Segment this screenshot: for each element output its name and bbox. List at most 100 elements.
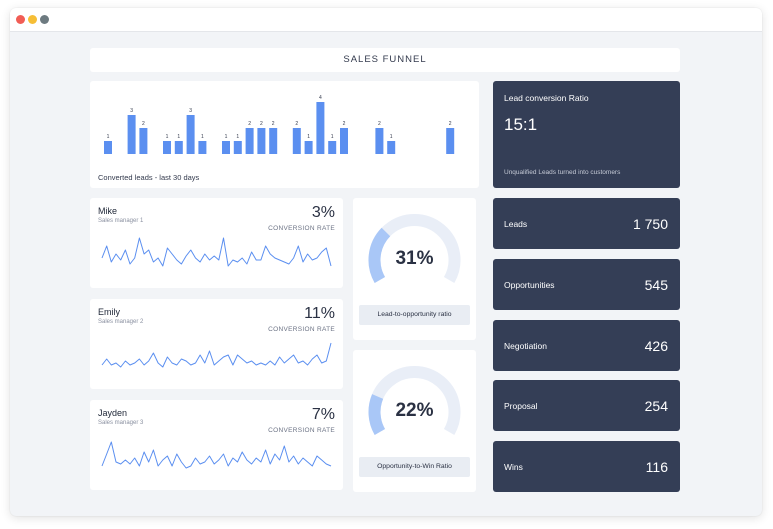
bar-7	[174, 141, 183, 154]
bar-25	[387, 141, 396, 154]
bar-15	[269, 128, 278, 154]
bar-20	[328, 141, 337, 154]
kpi-value: 545	[644, 277, 668, 293]
bar-30	[446, 128, 455, 154]
gauge-fill	[368, 394, 386, 435]
minimize-window-button[interactable]	[28, 15, 37, 24]
bar-data-label: 2	[272, 121, 275, 127]
sparkline-chart	[101, 342, 332, 368]
conversion-rate-label: CONVERSION RATE	[268, 225, 335, 232]
person-card-mike: Mike Sales manager 1 3% CONVERSION RATE	[90, 198, 343, 288]
lead-conversion-ratio-card: Lead conversion Ratio 15:1 Unqualified L…	[493, 81, 680, 188]
window-titlebar	[10, 8, 762, 32]
person-role: Sales manager 1	[98, 218, 144, 224]
bar-11	[222, 141, 230, 154]
bar-21	[340, 128, 348, 154]
sparkline-path	[101, 441, 332, 469]
bar-data-label: 1	[201, 134, 204, 140]
bar-12	[233, 141, 242, 154]
sparkline-chart	[101, 237, 332, 267]
bar-data-label: 1	[307, 134, 310, 140]
conversion-percent: 7%	[311, 406, 335, 423]
person-role: Sales manager 3	[98, 420, 144, 426]
bar-data-label: 3	[189, 108, 192, 114]
bar-data-label: 3	[130, 108, 133, 114]
bar-data-label: 2	[142, 121, 145, 127]
bar-8	[186, 115, 195, 154]
bar-data-label: 2	[449, 121, 452, 127]
ratio-value: 15:1	[504, 115, 538, 134]
bar-data-label: 1	[177, 134, 180, 140]
conversion-percent: 11%	[304, 305, 335, 322]
kpi-value: 426	[644, 338, 668, 354]
bar-data-label: 2	[248, 121, 251, 127]
bar-6	[163, 141, 171, 154]
bar-data-label: 2	[295, 121, 298, 127]
kpi-card-leads: Leads 1 750	[493, 198, 680, 249]
bar-data-label: 1	[107, 134, 110, 140]
kpi-label: Negotiation	[504, 341, 548, 351]
gauge-fill	[368, 227, 391, 283]
kpi-card-proposal: Proposal 254	[493, 380, 680, 431]
bar-data-label: 1	[225, 134, 228, 140]
kpi-card-negotiation: Negotiation 426	[493, 320, 680, 371]
bar-data-label: 2	[378, 121, 381, 127]
page-title: SALES FUNNEL	[343, 54, 427, 65]
person-role: Sales manager 2	[98, 319, 144, 325]
kpi-label: Leads	[504, 219, 528, 229]
gauge-value: 31%	[395, 248, 434, 269]
browser-window: SALES FUNNEL 1 3 2 1 1 3 1 1 1 2 2 2 2 1 4 1 2 2 1 2 Conver…	[10, 8, 762, 516]
person-name: Mike	[98, 206, 118, 216]
gauge-value: 22%	[395, 400, 434, 421]
bar-9	[198, 141, 207, 154]
bar-24	[375, 128, 384, 154]
bar-1	[104, 141, 112, 154]
bar-4	[139, 128, 148, 154]
sparkline-path	[101, 342, 332, 368]
kpi-label: Proposal	[504, 401, 538, 411]
bar-data-label: 1	[236, 134, 239, 140]
ratio-subtitle: Unqualified Leads turned into customers	[504, 169, 621, 176]
bar-data-label: 2	[343, 121, 346, 127]
converted-leads-chart: 1 3 2 1 1 3 1 1 1 2 2 2 2 1 4 1 2 2 1 2 Converted leads - l…	[90, 81, 479, 188]
dashboard-title-bar: SALES FUNNEL	[90, 48, 680, 72]
gauge-label: Opportunity-to-Win Ratio	[359, 457, 470, 477]
person-name: Emily	[98, 307, 120, 317]
sparkline-path	[101, 237, 332, 267]
gauge-chart	[368, 366, 461, 435]
bar-18	[304, 141, 313, 154]
gauge-opportunity-to-win: 22% Opportunity-to-Win Ratio	[353, 350, 476, 492]
maximize-window-button[interactable]	[40, 15, 49, 24]
bar-3	[127, 115, 136, 154]
gauge-chart	[368, 214, 461, 283]
gauge-lead-to-opportunity: 31% Lead-to-opportunity ratio	[353, 198, 476, 340]
ratio-title: Lead conversion Ratio	[504, 93, 589, 103]
conversion-rate-label: CONVERSION RATE	[268, 326, 335, 333]
kpi-label: Wins	[504, 462, 523, 472]
bar-17	[292, 128, 301, 154]
person-card-emily: Emily Sales manager 2 11% CONVERSION RAT…	[90, 299, 343, 389]
bar-14	[257, 128, 266, 154]
conversion-percent: 3%	[311, 204, 335, 221]
person-card-jayden: Jayden Sales manager 3 7% CONVERSION RAT…	[90, 400, 343, 490]
conversion-rate-label: CONVERSION RATE	[268, 427, 335, 434]
bar-data-label: 1	[166, 134, 169, 140]
bar-data-label: 2	[260, 121, 263, 127]
close-window-button[interactable]	[16, 15, 25, 24]
bar-data-label: 4	[319, 95, 322, 101]
bar-data-label: 1	[390, 134, 393, 140]
chart-caption: Converted leads - last 30 days	[98, 173, 200, 182]
bar-chart-svg: 1 3 2 1 1 3 1 1 1 2 2 2 2 1 4 1 2 2 1 2	[104, 95, 455, 154]
bar-13	[245, 128, 254, 154]
bar-19	[316, 102, 325, 154]
gauge-label: Lead-to-opportunity ratio	[359, 305, 470, 325]
bar-data-label: 1	[331, 134, 334, 140]
kpi-value: 116	[645, 459, 668, 475]
person-name: Jayden	[98, 408, 128, 418]
kpi-card-wins: Wins 116	[493, 441, 680, 492]
kpi-label: Opportunities	[504, 280, 555, 290]
sparkline-chart	[101, 441, 332, 469]
kpi-value: 254	[644, 398, 668, 414]
kpi-value: 1 750	[632, 216, 668, 232]
kpi-card-opportunities: Opportunities 545	[493, 259, 680, 310]
